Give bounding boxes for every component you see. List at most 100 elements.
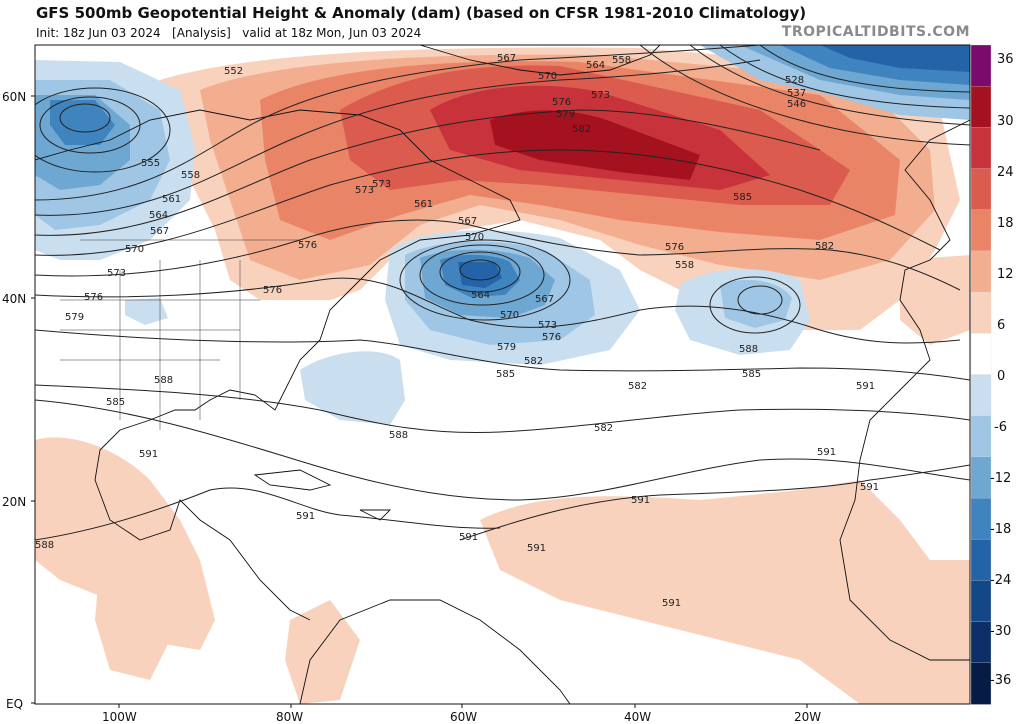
lat-label: 40N [2, 292, 26, 306]
contour-label: 579 [65, 312, 84, 323]
height-contour [759, 45, 970, 93]
contour-label: 567 [150, 226, 169, 237]
contour-label: 567 [458, 216, 477, 227]
height-contour [419, 244, 545, 306]
contour-label: 576 [84, 292, 103, 303]
height-contour [35, 109, 821, 236]
colorbar-label: 18 [997, 216, 1014, 231]
colorbar-swatch [970, 291, 992, 334]
caribbean-islands [253, 469, 392, 521]
height-contour [459, 259, 501, 281]
contour-label: 558 [612, 55, 631, 66]
lat-label: 20N [2, 495, 26, 509]
colorbar-label: -18 [990, 522, 1011, 537]
colorbar-label: -36 [990, 673, 1011, 688]
colorbar-swatch [970, 86, 992, 129]
contour-label: 585 [742, 369, 761, 380]
latitude-axis: 60N 40N 20N EQ [2, 90, 35, 711]
contour-label: 591 [631, 495, 650, 506]
colorbar-swatch [970, 662, 992, 705]
height-contour [709, 276, 801, 334]
contour-label: 585 [496, 369, 515, 380]
contour-label: 585 [106, 397, 125, 408]
colorbar-swatch [970, 127, 992, 170]
height-contour [459, 464, 970, 541]
colorbar-label: 12 [997, 267, 1014, 282]
colorbar-label: 30 [997, 114, 1014, 129]
contour-label: 585 [733, 192, 752, 203]
contour-label: 591 [459, 532, 478, 543]
contour-label: 582 [628, 381, 647, 392]
colorbar-swatch [970, 621, 992, 664]
contour-label: 537 [787, 88, 806, 99]
contour-label: 570 [125, 244, 144, 255]
height-contour [35, 59, 761, 216]
map-subtitle: Init: 18z Jun 03 2024 [Analysis] valid a… [36, 26, 422, 40]
lon-label: 40W [624, 710, 651, 724]
height-contour [35, 219, 961, 291]
greenland-coastline [419, 45, 661, 76]
south-america-coastline [299, 599, 571, 704]
contour-label: 528 [785, 75, 804, 86]
contour-label: 582 [594, 423, 613, 434]
negative-anomaly-region [50, 100, 115, 145]
contour-label: 582 [815, 241, 834, 252]
height-contour [35, 45, 761, 201]
colorbar-swatch [970, 44, 992, 87]
colorbar-label: -12 [990, 471, 1011, 486]
lon-label: 100W [102, 710, 137, 724]
height-contour [39, 96, 141, 154]
colorbar-swatch [970, 415, 992, 458]
contour-label: 546 [787, 99, 806, 110]
contour-label: 576 [542, 332, 561, 343]
contour-label: 564 [586, 60, 605, 71]
brand-watermark: TROPICALTIDBITS.COM [781, 24, 970, 40]
contour-label: 558 [181, 170, 200, 181]
north-america-coastline [35, 109, 521, 621]
colorbar-swatch [970, 333, 992, 376]
contour-label: 591 [527, 543, 546, 554]
contour-label: 564 [471, 290, 490, 301]
positive-anomaly-region [35, 437, 215, 650]
contour-label: 576 [298, 240, 317, 251]
height-contour [399, 239, 571, 321]
positive-anomaly-region [95, 560, 170, 680]
contour-label: 591 [139, 449, 158, 460]
height-contour [719, 45, 970, 109]
contour-label: 588 [35, 540, 54, 551]
height-contour [639, 45, 970, 146]
positive-anomaly-region [480, 480, 970, 704]
negative-anomaly-region [720, 279, 792, 328]
contour-label: 576 [552, 97, 571, 108]
contour-label: 591 [856, 381, 875, 392]
contour-label: 564 [149, 210, 168, 221]
colorbar-labels: 36 30 24 18 12 6 0 -6 -12 -18 -24 -30 -3… [990, 52, 1014, 688]
contour-label: 582 [572, 124, 591, 135]
lon-label: 80W [276, 710, 303, 724]
lat-label: EQ [6, 697, 23, 711]
lat-label: 60N [2, 90, 26, 104]
contour-label: 573 [372, 179, 391, 190]
contour-label: 591 [860, 482, 879, 493]
colorbar-label: 36 [997, 52, 1014, 67]
colorbar-swatch [970, 168, 992, 211]
positive-anomaly-region [285, 600, 360, 704]
height-contour [35, 399, 970, 501]
lon-label: 60W [450, 710, 477, 724]
height-contour [689, 45, 970, 126]
contour-label: 588 [154, 375, 173, 386]
height-contour [35, 277, 961, 344]
contour-label: 558 [675, 260, 694, 271]
negative-anomaly-region [458, 262, 502, 288]
anomaly-fill-layer [35, 45, 970, 704]
contour-label: 573 [107, 268, 126, 279]
map-title: GFS 500mb Geopotential Height & Anomaly … [36, 4, 807, 22]
height-contour [35, 329, 970, 381]
colorbar-swatch [970, 374, 992, 417]
height-contour [35, 384, 970, 434]
contour-label: 570 [465, 232, 484, 243]
contour-label: 591 [662, 598, 681, 609]
negative-anomaly-region [125, 298, 168, 325]
